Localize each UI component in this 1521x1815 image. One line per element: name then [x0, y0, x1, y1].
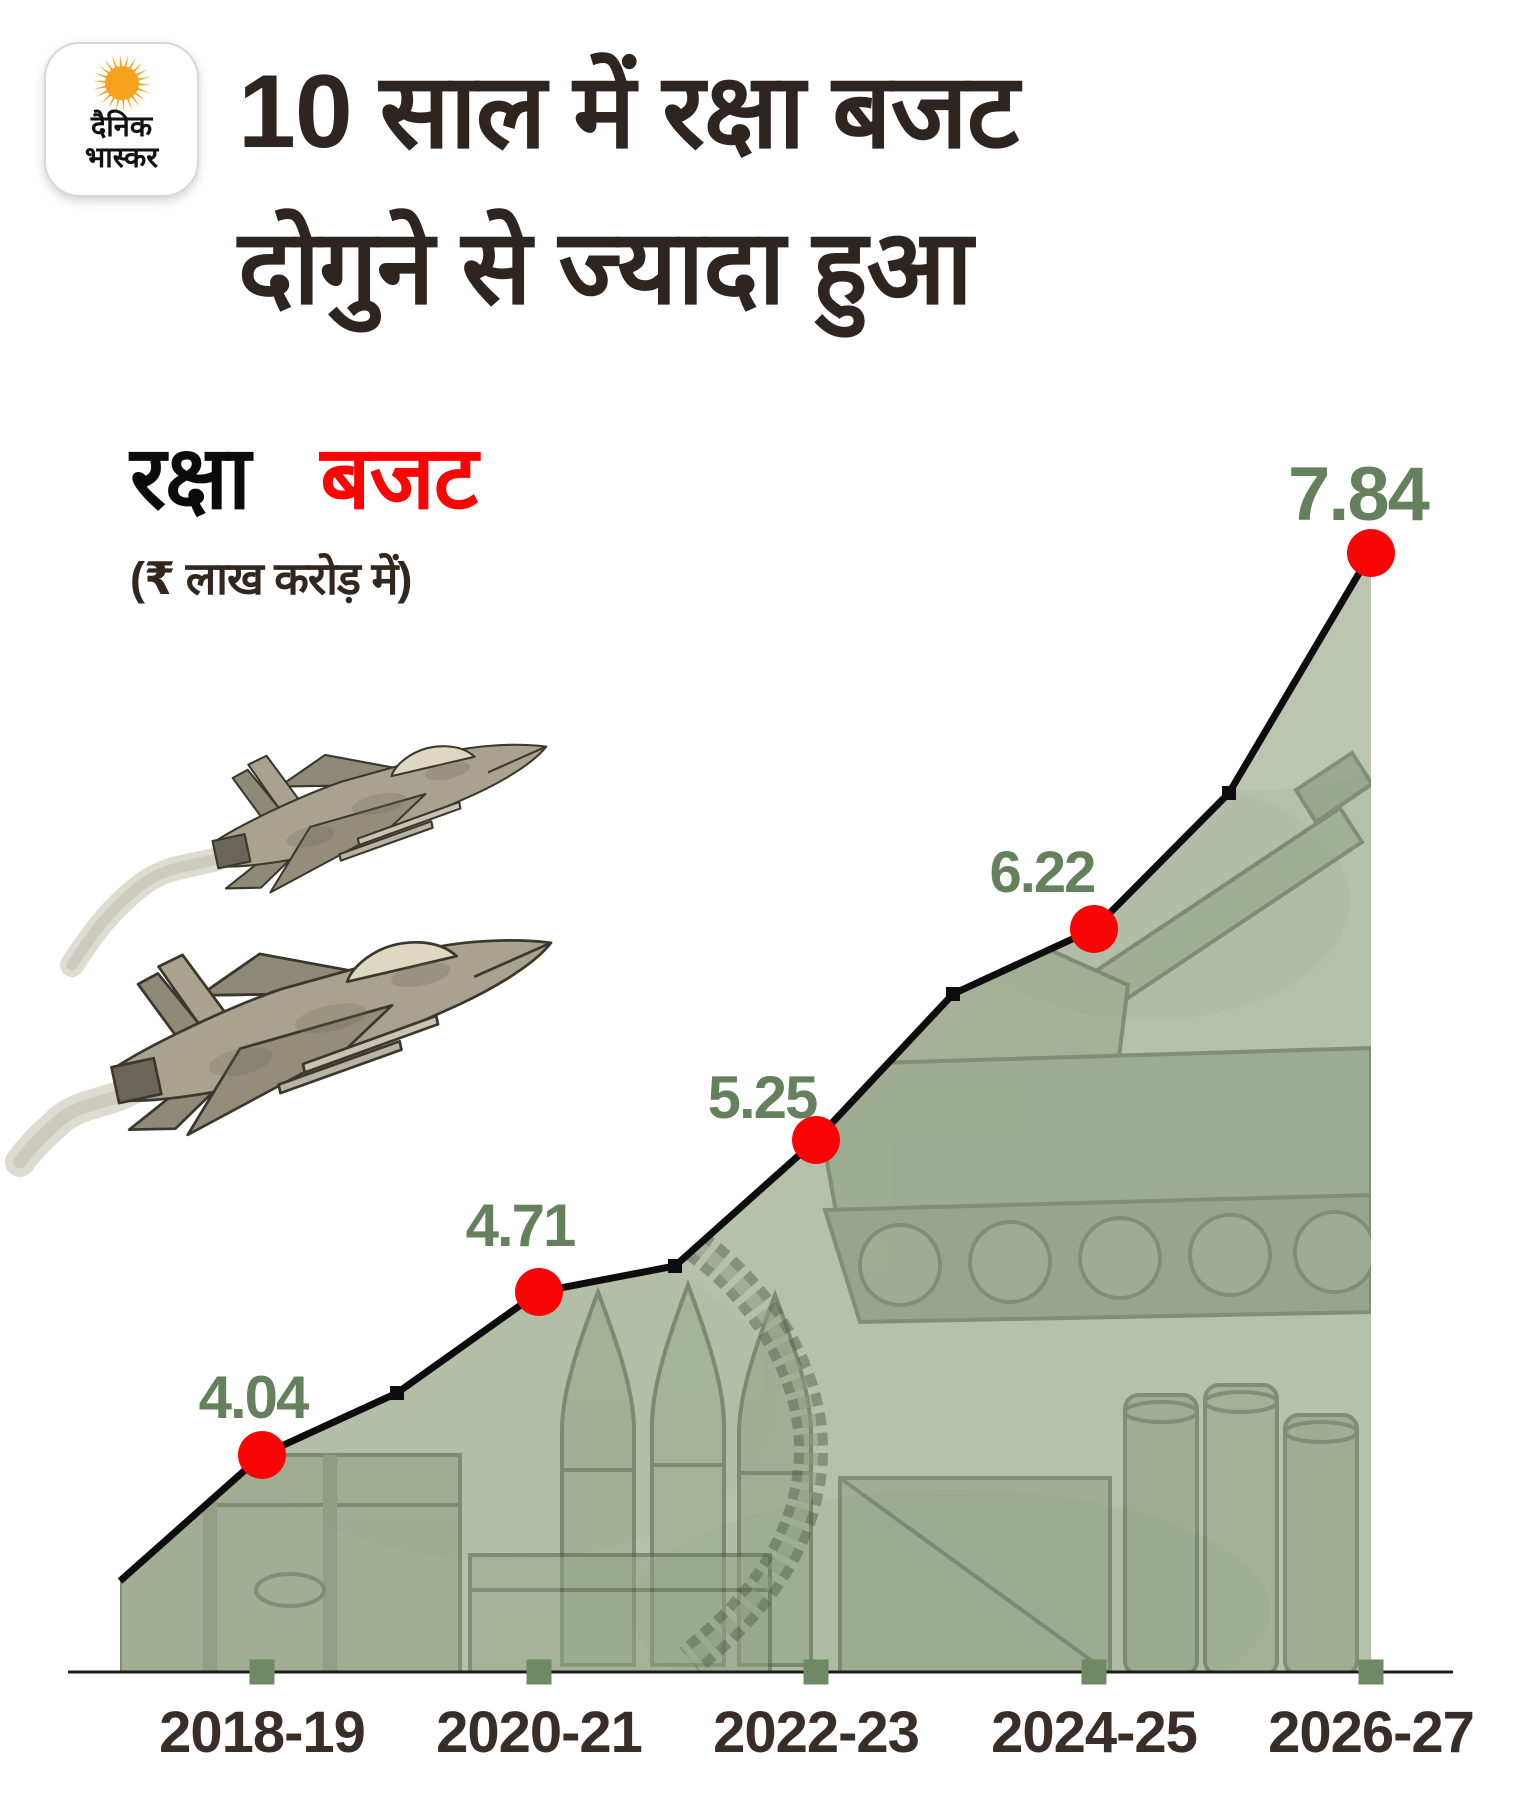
- x-axis-label: 2024-25: [991, 1700, 1197, 1765]
- x-axis-label: 2026-27: [1268, 1700, 1474, 1765]
- logo-text-line2: भास्कर: [84, 141, 159, 174]
- x-axis-tick: [1081, 1659, 1107, 1685]
- military-illustration: [120, 553, 1371, 1672]
- chart-unit-label: (₹ लाख करोड़ में): [130, 552, 412, 604]
- dainik-bhaskar-logo: दैनिक भास्कर: [44, 42, 199, 197]
- chart-title-black: रक्षा: [130, 428, 251, 527]
- fighter-jet-small: [196, 697, 565, 903]
- chart-title-block: रक्षा बजट (₹ लाख करोड़ में): [130, 425, 478, 608]
- ammo-belt-illustration: [679, 1231, 829, 1672]
- data-point-dot: [1347, 529, 1395, 577]
- data-point-value-label: 4.04: [199, 1364, 310, 1431]
- x-axis-label: 2018-19: [159, 1700, 365, 1765]
- line-vertex-marker: [1222, 786, 1236, 800]
- ammo-crates-illustration: [120, 1383, 1359, 1672]
- logo-text-line1: दैनिक: [90, 111, 153, 143]
- x-axis: 2018-19 2020-21 2022-23 2024-25 2026-27: [68, 1659, 1475, 1765]
- budget-area-fill: [120, 553, 1371, 1672]
- fighter-jet-large: [90, 878, 576, 1149]
- data-point-value-label: 4.71: [466, 1192, 575, 1259]
- data-point-value-label: 7.84: [1288, 452, 1430, 537]
- page-title-line2: दोगुने से ज्यादा हुआ: [238, 210, 973, 326]
- budget-line: [117, 551, 1375, 1584]
- line-vertex-marker: [946, 987, 960, 1001]
- x-axis-tick: [526, 1659, 552, 1685]
- data-point-dot: [515, 1268, 563, 1316]
- page-title: 10 साल में रक्षा बजट दोगुने से ज्यादा हु…: [238, 34, 1019, 346]
- line-vertex-marker: [390, 1386, 404, 1400]
- data-points-layer: 4.04 4.71 5.25 6.22 7.84: [199, 452, 1432, 1479]
- chart-title-red: बजट: [320, 428, 478, 527]
- data-point-dot: [1070, 905, 1118, 953]
- x-axis-tick: [803, 1659, 829, 1685]
- fighter-jets-illustration: [90, 697, 576, 1149]
- x-axis-label: 2020-21: [436, 1700, 642, 1765]
- data-point-dot: [792, 1116, 840, 1164]
- data-point-value-label: 5.25: [708, 1064, 817, 1131]
- line-vertex-marker: [668, 1259, 682, 1273]
- chart-title: रक्षा बजट: [130, 425, 478, 531]
- x-axis-tick: [1358, 1659, 1384, 1685]
- sun-icon: [92, 54, 151, 112]
- x-axis-tick: [249, 1659, 275, 1685]
- data-point-value-label: 6.22: [990, 840, 1095, 905]
- page-title-line1: 10 साल में रक्षा बजट: [238, 54, 1019, 170]
- data-point-dot: [238, 1431, 286, 1479]
- x-axis-label: 2022-23: [713, 1700, 919, 1765]
